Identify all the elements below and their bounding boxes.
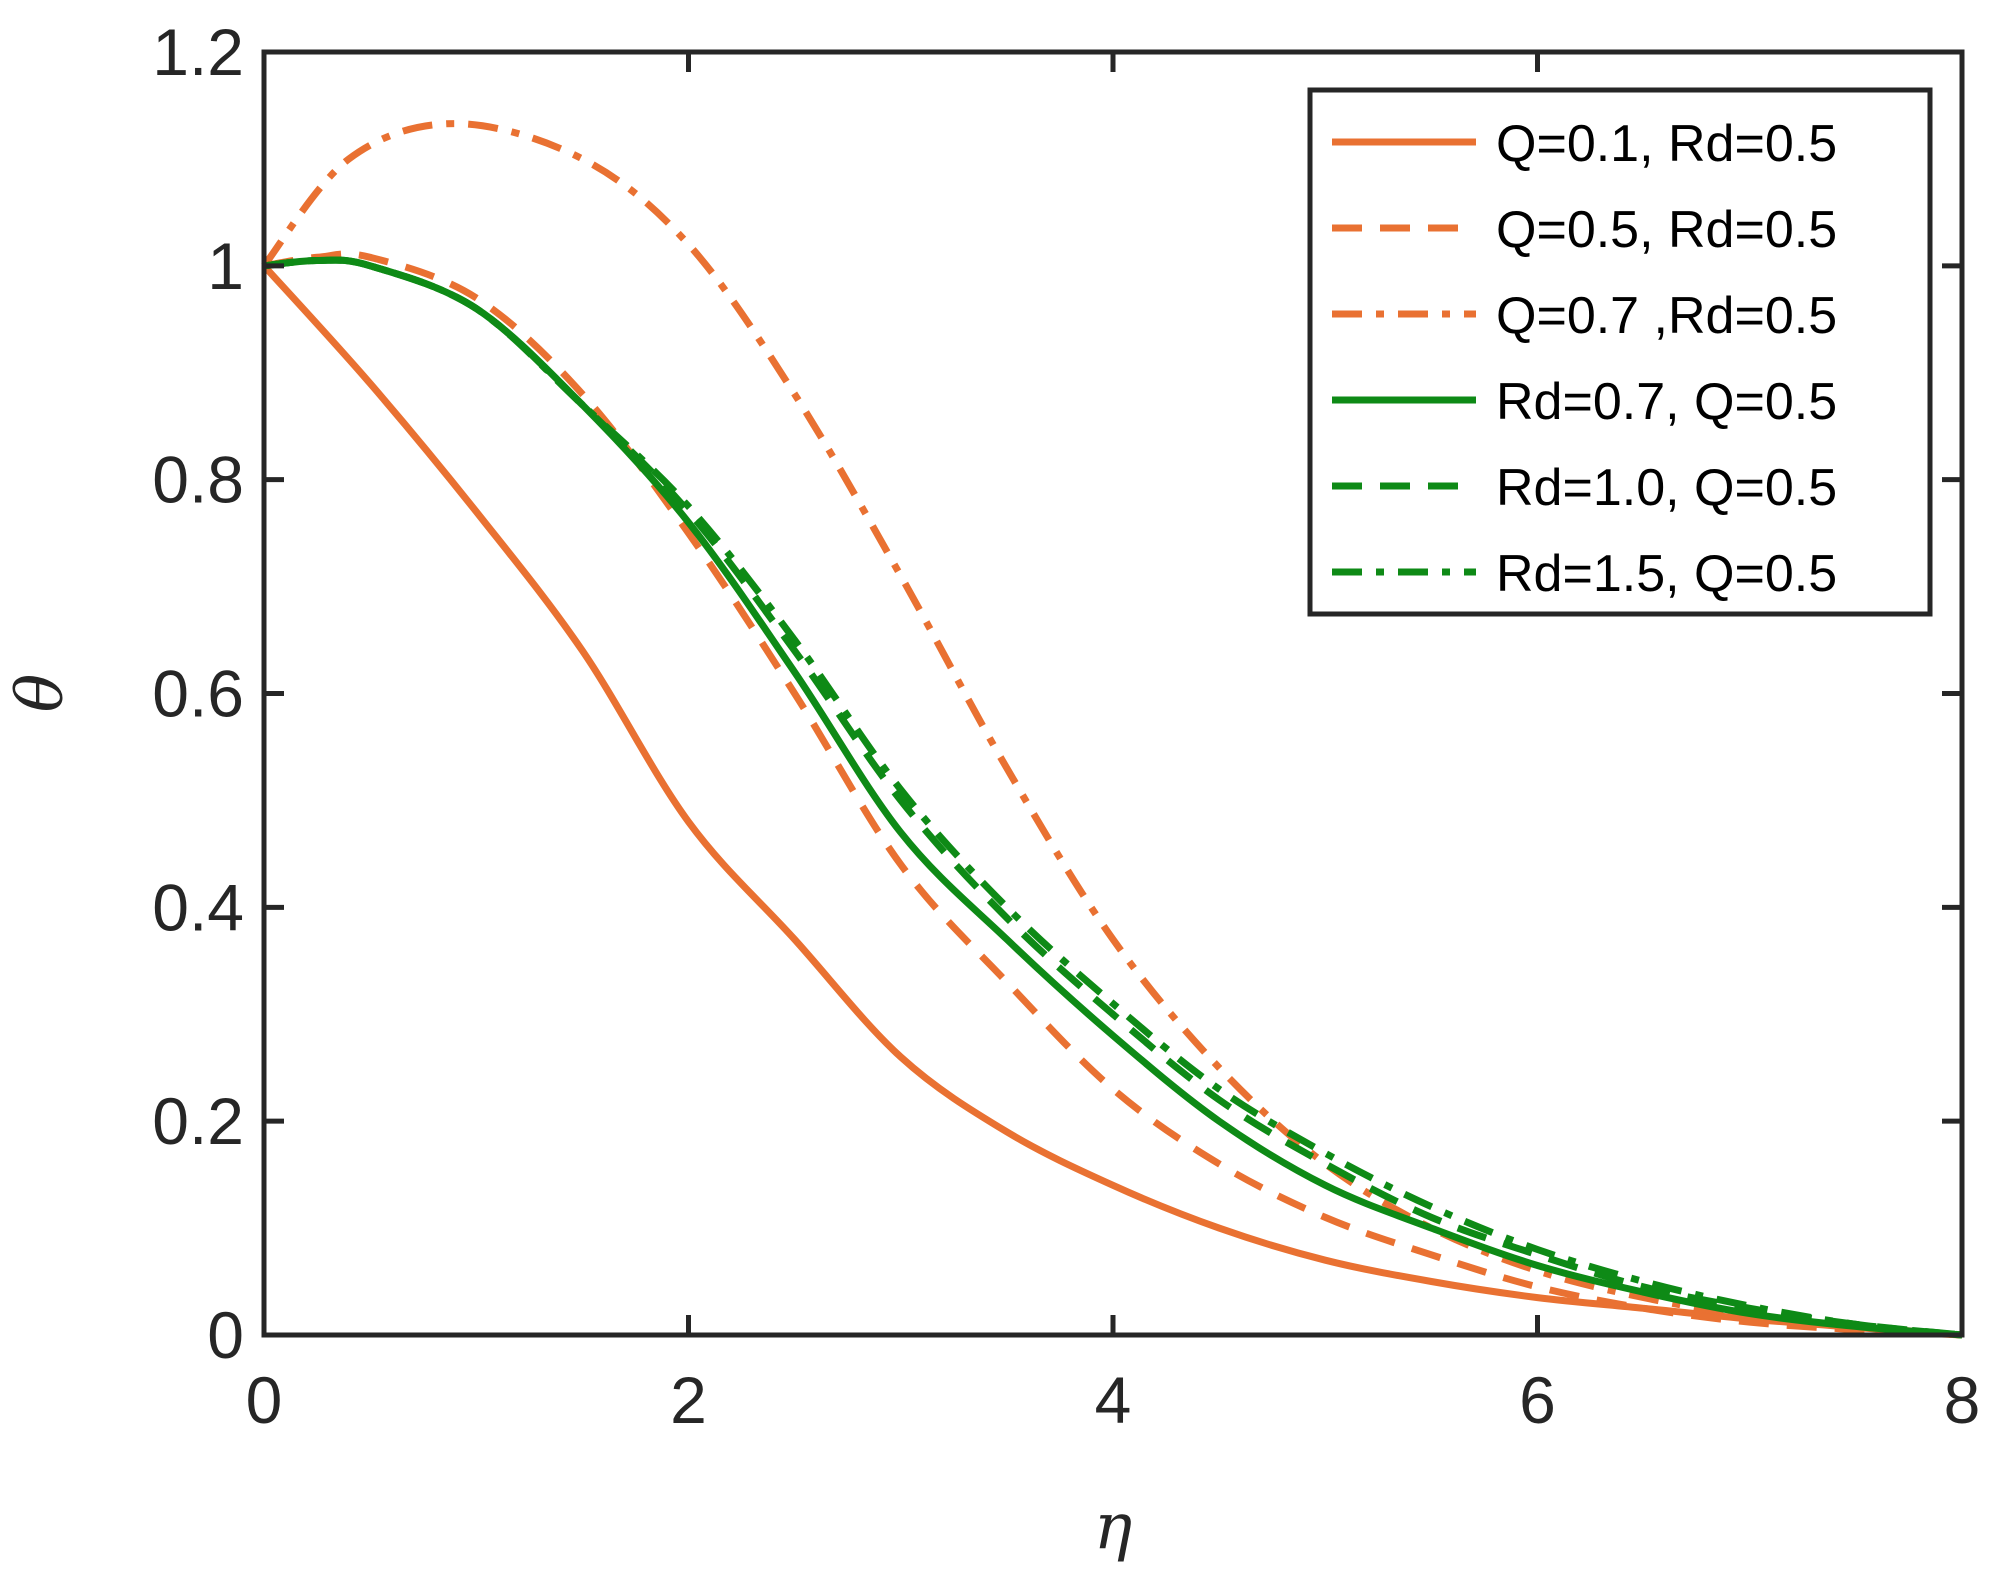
y-tick-label: 0.8: [152, 443, 244, 517]
legend-label-4: Rd=0.7, Q=0.5: [1496, 373, 1837, 431]
legend-label-2: Q=0.5, Rd=0.5: [1496, 201, 1837, 259]
legend-label-6: Rd=1.5, Q=0.5: [1496, 545, 1837, 603]
x-tick-label: 0: [246, 1363, 283, 1437]
legend-label-1: Q=0.1, Rd=0.5: [1496, 115, 1837, 173]
x-axis-label: η: [1094, 1490, 1132, 1564]
y-tick-label: 0.2: [152, 1084, 244, 1158]
y-tick-label: 1.2: [152, 15, 244, 89]
legend-box: [1307, 87, 1933, 617]
series-line-3: [261, 120, 1963, 1339]
series-layer: [261, 120, 1963, 1339]
axis-ticks: 0 2 4 6 8 0 0.2 0.4 0.6 0.8 1 1.2: [152, 15, 1980, 1437]
legend: Q=0.1, Rd=0.5 Q=0.5, Rd=0.5 Q=0.7 ,Rd=0.5 R…: [1307, 87, 1933, 617]
y-tick-label: 1: [207, 229, 244, 303]
y-tick-label: 0: [207, 1298, 244, 1372]
legend-label-3: Q=0.7 ,Rd=0.5: [1496, 287, 1837, 345]
legend-label-5: Rd=1.0, Q=0.5: [1496, 459, 1837, 517]
series-line-6: [263, 256, 1963, 1339]
x-tick-label: 4: [1095, 1363, 1132, 1437]
x-tick-label: 6: [1519, 1363, 1556, 1437]
y-tick-label: 0.6: [152, 657, 244, 731]
x-tick-label: 8: [1944, 1363, 1981, 1437]
series-line-2: [263, 250, 1963, 1339]
legend-items: Q=0.1, Rd=0.5 Q=0.5, Rd=0.5 Q=0.7 ,Rd=0.5 R…: [1332, 115, 1837, 603]
y-axis-label: θ: [4, 674, 78, 713]
y-tick-label: 0.4: [152, 870, 244, 944]
x-tick-label: 2: [670, 1363, 707, 1437]
